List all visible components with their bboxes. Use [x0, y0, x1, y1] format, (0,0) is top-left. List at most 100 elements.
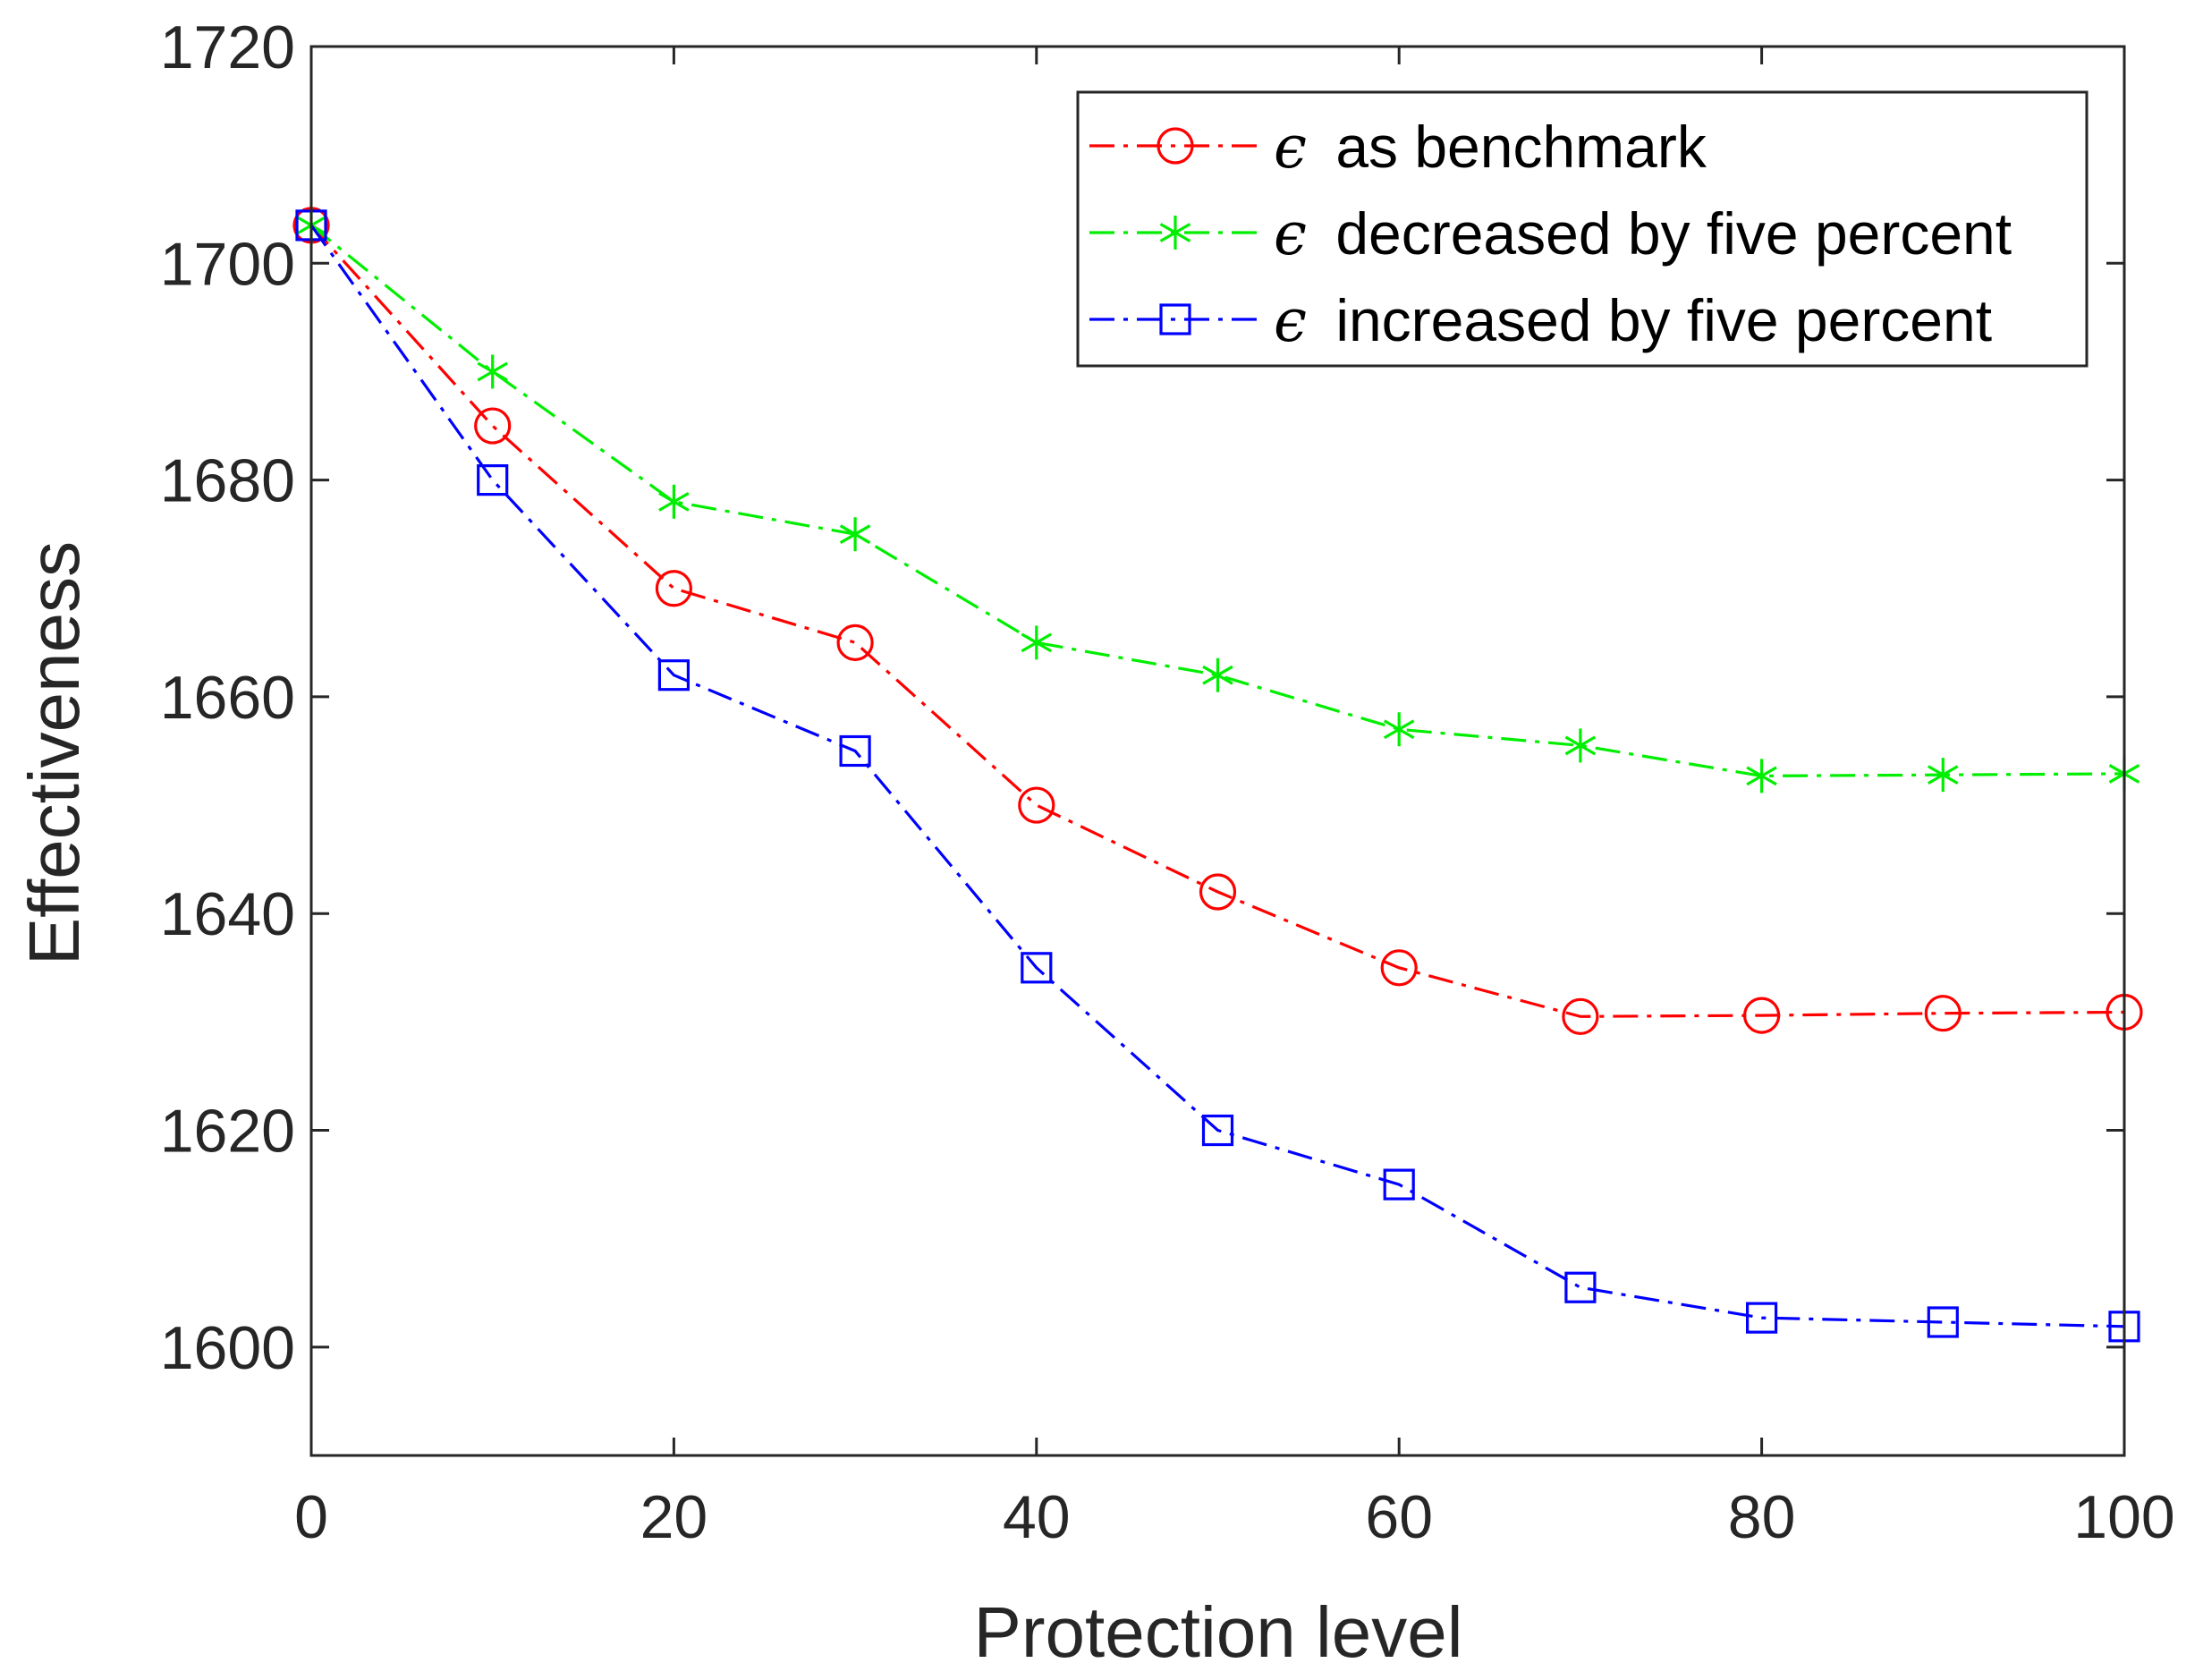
x-tick-label-60: 60: [1365, 1483, 1433, 1551]
legend-label-decreased: ϵ decreased by five percent: [1274, 199, 2012, 268]
data-point-as-benchmark-70-shape: [1562, 997, 1599, 1035]
series-line-as-benchmark: [309, 224, 2125, 1018]
legend-entry-benchmark: ϵ as benchmark: [1089, 113, 1707, 182]
legend-text-increased: increased by five percent: [1335, 287, 1992, 353]
tick-labels-layer: 0 20 40 60 80 100 1600 1620 1640 1660 1680 1700 1720: [160, 13, 2175, 1551]
data-point-increased-by-five-percent-70: [1564, 1271, 1597, 1303]
plot-area-frame: [309, 45, 2126, 1457]
data-point-increased-by-five-percent-10: [477, 464, 509, 496]
data-point-as-benchmark-30-shape: [836, 624, 874, 661]
y-tick-label-1700: 1700: [160, 230, 295, 298]
legend-entry-increased: ϵ increased by five percent: [1089, 286, 1992, 355]
data-point-decreased-by-five-percent-60: [1383, 712, 1415, 747]
legend-marker-benchmark-glyph: [1157, 127, 1194, 165]
data-point-decreased-by-five-percent-50-stroke-3: [1202, 665, 1233, 685]
legend-symbol-increased: ϵ: [1274, 286, 1307, 355]
legend-label-benchmark: ϵ as benchmark: [1274, 113, 1707, 182]
data-point-decreased-by-five-percent-70-stroke-3: [1564, 735, 1597, 756]
data-point-increased-by-five-percent-20: [657, 659, 691, 692]
data-point-increased-by-five-percent-80: [1745, 1302, 1778, 1334]
data-point-increased-by-five-percent-90: [1927, 1306, 1959, 1338]
legend-marker-decreased-glyph-stroke-3: [1159, 223, 1191, 242]
data-point-increased-by-five-percent-10-shape: [477, 464, 509, 496]
x-axis-title: Protection level: [974, 1592, 1463, 1672]
data-point-decreased-by-five-percent-40-stroke-3: [1021, 632, 1053, 653]
data-point-as-benchmark-10: [474, 407, 512, 445]
series-layer: [292, 207, 2143, 1343]
data-point-as-benchmark-90-shape: [1924, 995, 1962, 1032]
ticks-layer: [309, 45, 2126, 1455]
legend-marker-decreased-glyph: [1159, 216, 1191, 250]
legend-marker-increased: [1159, 303, 1191, 335]
data-point-decreased-by-five-percent-90: [1928, 758, 1959, 793]
y-tick-label-1720: 1720: [160, 13, 295, 81]
y-tick-label-1640: 1640: [160, 880, 295, 948]
legend-marker-increased-glyph-shape: [1159, 303, 1191, 335]
legend-marker-benchmark-glyph-shape: [1157, 127, 1194, 165]
data-point-as-benchmark-90: [1924, 995, 1962, 1032]
data-point-decreased-by-five-percent-90-stroke-3: [1928, 765, 1959, 785]
data-point-increased-by-five-percent-60: [1383, 1168, 1415, 1201]
data-point-as-benchmark-60-shape: [1380, 949, 1418, 987]
legend-entry-decreased: ϵ decreased by five percent: [1089, 199, 2012, 268]
data-point-increased-by-five-percent-40: [1021, 952, 1053, 984]
y-tick-label-1660: 1660: [160, 664, 295, 732]
data-point-increased-by-five-percent-90-shape: [1927, 1306, 1959, 1338]
x-tick-label-40: 40: [1003, 1483, 1071, 1551]
y-tick-label-1600: 1600: [160, 1314, 295, 1382]
data-point-increased-by-five-percent-40-shape: [1021, 952, 1053, 984]
x-tick-label-80: 80: [1728, 1483, 1796, 1551]
data-point-decreased-by-five-percent-10: [477, 354, 508, 389]
data-point-decreased-by-five-percent-30: [839, 517, 871, 552]
legend-symbol-decreased: ϵ: [1274, 199, 1307, 268]
legend: ϵ as benchmark ϵ decreased by five perce…: [1076, 90, 2089, 368]
legend-text-benchmark: as benchmark: [1335, 114, 1707, 180]
data-point-decreased-by-five-percent-10-stroke-3: [477, 361, 508, 382]
legend-marker-decreased: [1159, 216, 1191, 250]
x-tick-label-20: 20: [640, 1483, 708, 1551]
data-point-decreased-by-five-percent-70: [1564, 728, 1597, 763]
data-point-decreased-by-five-percent-60-stroke-3: [1383, 719, 1415, 740]
legend-symbol-benchmark: ϵ: [1274, 113, 1307, 182]
data-point-decreased-by-five-percent-80: [1746, 759, 1777, 793]
data-point-as-benchmark-40: [1018, 786, 1055, 824]
data-point-increased-by-five-percent-80-shape: [1745, 1302, 1778, 1334]
data-point-decreased-by-five-percent-30-stroke-3: [839, 524, 871, 545]
data-point-increased-by-five-percent-60-shape: [1383, 1168, 1415, 1201]
data-point-as-benchmark-40-shape: [1018, 786, 1055, 824]
y-tick-label-1620: 1620: [160, 1098, 295, 1166]
y-tick-label-1680: 1680: [160, 447, 295, 515]
series-line-increased-by-five-percent: [309, 224, 2125, 1328]
data-point-as-benchmark-80: [1742, 997, 1781, 1034]
data-point-increased-by-five-percent-30: [839, 734, 871, 768]
series-line-decreased-by-five-percent: [309, 224, 2125, 778]
data-point-as-benchmark-70: [1562, 997, 1599, 1035]
x-tick-label-0: 0: [294, 1483, 328, 1551]
series-as-benchmark: [292, 207, 2143, 1035]
data-point-as-benchmark-20-shape: [655, 570, 693, 607]
data-point-increased-by-five-percent-70-shape: [1564, 1271, 1597, 1303]
series-increased-by-five-percent: [295, 209, 2140, 1343]
data-point-decreased-by-five-percent-20-stroke-3: [658, 491, 690, 512]
data-point-increased-by-five-percent-30-shape: [839, 734, 871, 768]
data-point-as-benchmark-50: [1199, 873, 1237, 911]
y-axis-title: Effectiveness: [14, 541, 94, 965]
data-point-decreased-by-five-percent-50: [1202, 658, 1233, 692]
data-point-increased-by-five-percent-20-shape: [657, 659, 691, 692]
legend-marker-benchmark: [1157, 127, 1194, 165]
data-point-decreased-by-five-percent-80-stroke-3: [1746, 766, 1777, 786]
data-point-as-benchmark-80-shape: [1742, 997, 1781, 1034]
data-point-as-benchmark-20: [655, 570, 693, 607]
data-point-increased-by-five-percent-50-shape: [1201, 1114, 1234, 1147]
data-point-increased-by-five-percent-50: [1201, 1114, 1234, 1147]
legend-label-increased: ϵ increased by five percent: [1274, 286, 1992, 355]
x-tick-label-100: 100: [2073, 1483, 2174, 1551]
data-point-as-benchmark-10-shape: [474, 407, 512, 445]
data-point-decreased-by-five-percent-40: [1021, 625, 1053, 660]
data-point-as-benchmark-30: [836, 624, 874, 661]
data-point-decreased-by-five-percent-20: [658, 484, 690, 519]
data-point-as-benchmark-60: [1380, 949, 1418, 987]
data-point-as-benchmark-50-shape: [1199, 873, 1237, 911]
legend-marker-increased-glyph: [1159, 303, 1191, 335]
